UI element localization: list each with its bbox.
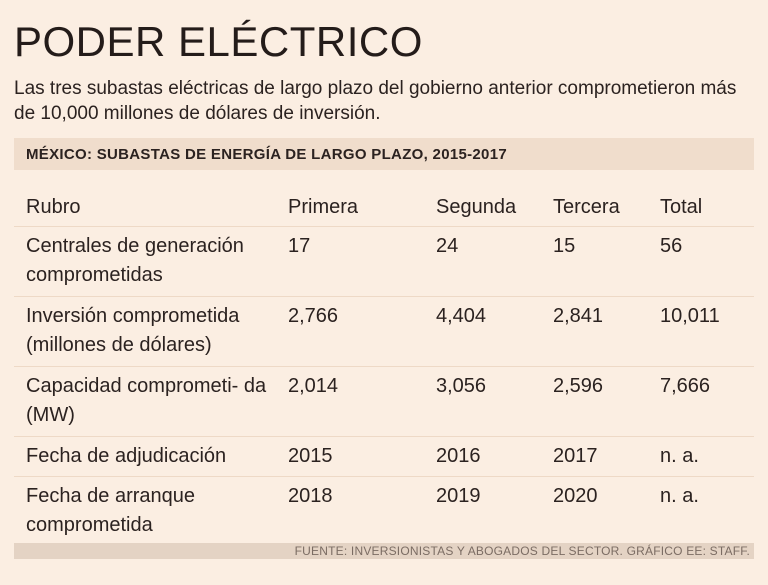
table-cell: 2,596 bbox=[553, 366, 660, 437]
table-cell: 2017 bbox=[553, 436, 660, 477]
table-row: Capacidad comprometi- da (MW) 2,014 3,05… bbox=[14, 366, 754, 437]
source-bar: FUENTE: INVERSIONISTAS Y ABOGADOS DEL SE… bbox=[14, 543, 754, 559]
table-cell: 56 bbox=[660, 226, 754, 297]
column-header: Primera bbox=[288, 188, 436, 227]
table-cell: 2016 bbox=[436, 436, 553, 477]
table-cell: n. a. bbox=[660, 436, 754, 477]
table-row: Fecha de adjudicación 2015 2016 2017 n. … bbox=[14, 436, 754, 477]
table-cell: 2,014 bbox=[288, 366, 436, 437]
table-header-row: Rubro Primera Segunda Tercera Total bbox=[14, 188, 754, 227]
auctions-table: Rubro Primera Segunda Tercera Total Cent… bbox=[14, 188, 754, 547]
table-cell: 2,766 bbox=[288, 296, 436, 367]
column-header: Segunda bbox=[436, 188, 553, 227]
row-label: Centrales de generación comprometidas bbox=[14, 226, 288, 297]
table-cell: 17 bbox=[288, 226, 436, 297]
source-note: FUENTE: INVERSIONISTAS Y ABOGADOS DEL SE… bbox=[294, 544, 750, 558]
table-cell: 2,841 bbox=[553, 296, 660, 367]
table-cell: 2020 bbox=[553, 476, 660, 547]
table-cell: 3,056 bbox=[436, 366, 553, 437]
table-cell: n. a. bbox=[660, 476, 754, 547]
column-header: Total bbox=[660, 188, 754, 227]
section-title: MÉXICO: SUBASTAS DE ENERGÍA DE LARGO PLA… bbox=[26, 146, 507, 163]
table-cell: 24 bbox=[436, 226, 553, 297]
row-label: Fecha de adjudicación bbox=[14, 436, 288, 477]
column-header: Tercera bbox=[553, 188, 660, 227]
table-row: Fecha de arranque comprometida 2018 2019… bbox=[14, 476, 754, 547]
table-cell: 4,404 bbox=[436, 296, 553, 367]
table-row: Centrales de generación comprometidas 17… bbox=[14, 226, 754, 297]
subtitle: Las tres subastas eléctricas de largo pl… bbox=[14, 78, 737, 124]
table-cell: 2019 bbox=[436, 476, 553, 547]
row-label: Inversión comprometida (millones de dóla… bbox=[14, 296, 288, 367]
table-cell: 7,666 bbox=[660, 366, 754, 437]
row-label: Capacidad comprometi- da (MW) bbox=[14, 366, 288, 437]
table-cell: 2015 bbox=[288, 436, 436, 477]
table-row: Inversión comprometida (millones de dóla… bbox=[14, 296, 754, 367]
column-header: Rubro bbox=[14, 188, 288, 227]
table-cell: 15 bbox=[553, 226, 660, 297]
page-title: PODER ELÉCTRICO bbox=[14, 18, 423, 65]
section-header: MÉXICO: SUBASTAS DE ENERGÍA DE LARGO PLA… bbox=[14, 138, 754, 170]
table-cell: 10,011 bbox=[660, 296, 754, 367]
row-label: Fecha de arranque comprometida bbox=[14, 476, 288, 547]
table-cell: 2018 bbox=[288, 476, 436, 547]
